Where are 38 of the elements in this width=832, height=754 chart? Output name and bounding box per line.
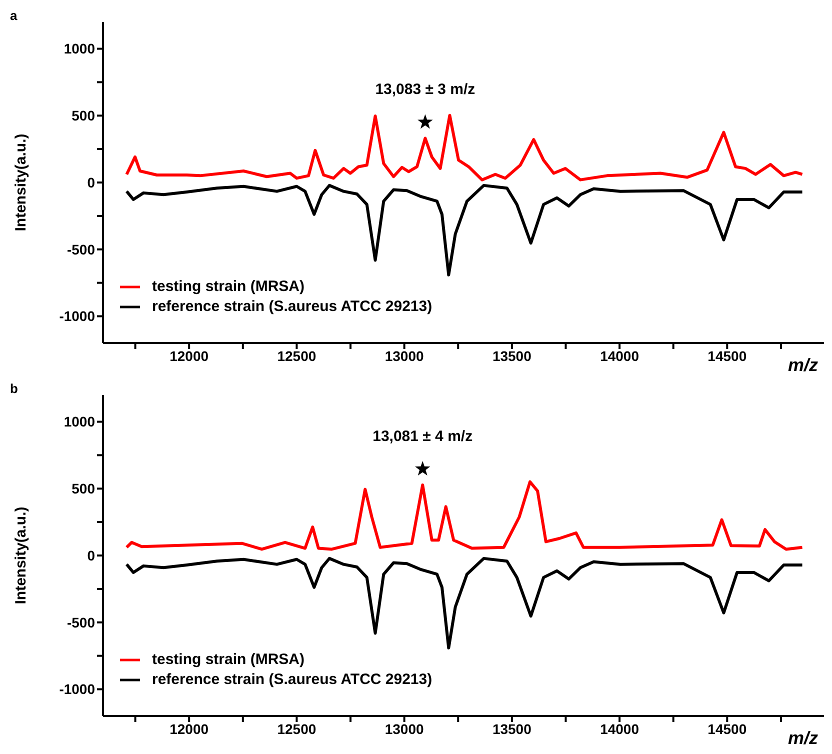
legend-label: reference strain (S.aureus ATCC 29213) <box>152 298 432 316</box>
y-tick-label: -500 <box>66 614 96 630</box>
line-series <box>125 480 804 551</box>
x-tick-label: 13000 <box>384 348 424 364</box>
legend-label: reference strain (S.aureus ATCC 29213) <box>152 671 432 688</box>
y-tick-label: 1000 <box>64 414 96 430</box>
y-tick-label: 0 <box>87 547 96 564</box>
legend-label: testing strain (MRSA) <box>152 651 305 668</box>
y-tick-label: -500 <box>66 241 96 258</box>
chart-title: a <box>10 8 18 23</box>
x-tick-label: 12000 <box>170 720 209 737</box>
x-tick-label: 12500 <box>277 720 316 737</box>
x-tick-label: 12000 <box>170 348 209 364</box>
y-tick-label: 1000 <box>64 40 96 57</box>
chart-title: b <box>10 381 18 396</box>
annotation: 13,083 ± 3 m/z <box>375 81 476 98</box>
x-tick-label: 14000 <box>600 348 640 364</box>
x-tick-label: 13500 <box>492 720 532 737</box>
line-series <box>125 114 804 182</box>
x-tick-label: 14000 <box>600 720 640 737</box>
line-series <box>125 184 804 276</box>
line-series <box>125 556 804 650</box>
y-tick-label: 500 <box>72 108 96 124</box>
x-tick-label: 14500 <box>708 720 747 737</box>
x-axis-title: m/z <box>788 355 818 375</box>
y-tick-label: -1000 <box>59 308 96 324</box>
y-axis-title: Intensity(a.u.) <box>12 134 30 232</box>
x-tick-label: 12500 <box>277 348 316 364</box>
y-tick-label: 500 <box>72 480 96 497</box>
x-tick-label: 13000 <box>384 720 424 737</box>
y-axis-title: Intensity(a.u.) <box>12 506 30 604</box>
y-tick-label: -1000 <box>59 681 96 698</box>
x-tick-label: 13500 <box>492 348 532 364</box>
annotation: 13,081 ± 4 m/z <box>372 428 473 446</box>
legend-label: testing strain (MRSA) <box>152 278 305 296</box>
y-tick-label: 0 <box>87 174 96 190</box>
x-tick-label: 14500 <box>708 348 747 364</box>
x-axis-title: m/z <box>788 728 818 748</box>
